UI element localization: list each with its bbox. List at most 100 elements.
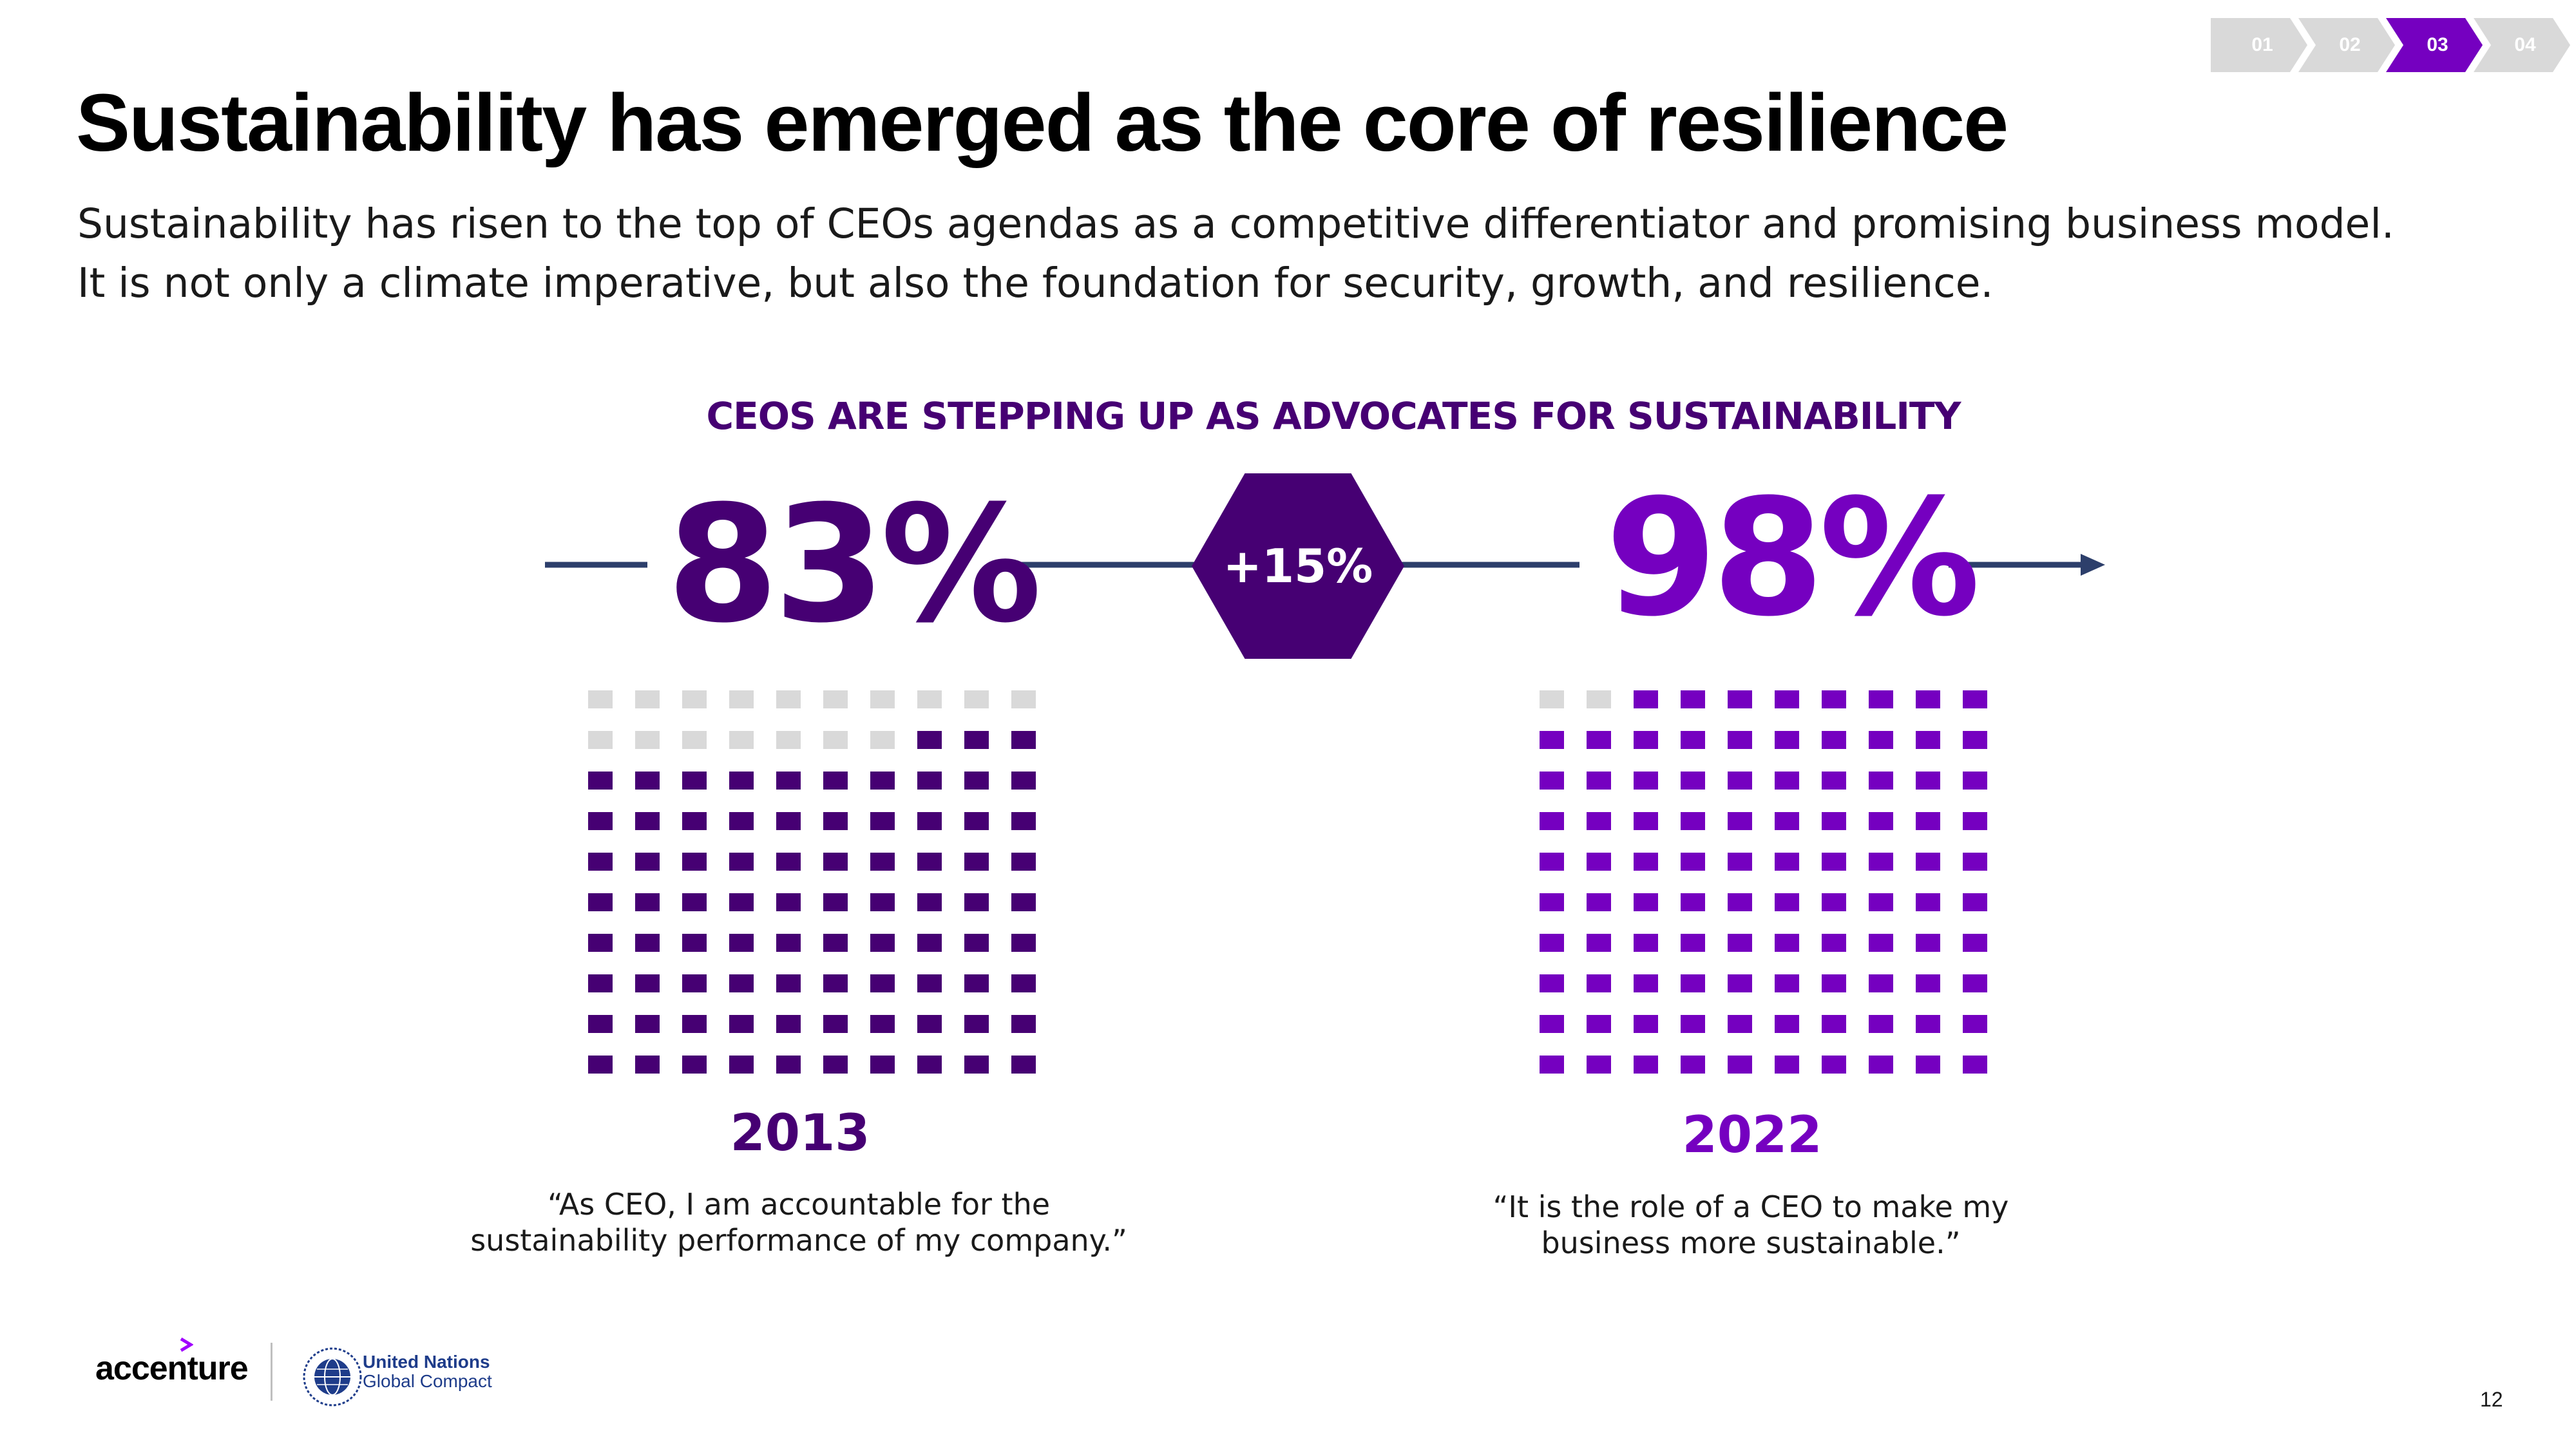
page-number: 12 bbox=[2480, 1388, 2503, 1411]
breadcrumb-step-label: 02 bbox=[2339, 34, 2361, 55]
waffle-cell-filled bbox=[1775, 934, 1799, 952]
waffle-cell-filled bbox=[1822, 731, 1846, 749]
waffle-cell-filled bbox=[823, 812, 848, 830]
waffle-cell-empty bbox=[635, 731, 660, 749]
waffle-cell-filled bbox=[1540, 893, 1564, 911]
waffle-cell-filled bbox=[1963, 934, 1987, 952]
waffle-cell-filled bbox=[635, 853, 660, 871]
waffle-cell-filled bbox=[1963, 772, 1987, 790]
waffle-cell-filled bbox=[917, 772, 942, 790]
quote-line: sustainability performance of my company… bbox=[470, 1223, 1127, 1258]
waffle-cell-filled bbox=[1728, 893, 1752, 911]
waffle-cell-filled bbox=[1540, 974, 1564, 992]
waffle-cell-filled bbox=[1963, 853, 1987, 871]
waffle-cell-filled bbox=[917, 1056, 942, 1074]
waffle-cell-filled bbox=[729, 893, 754, 911]
waffle-cell-filled bbox=[1540, 1056, 1564, 1074]
waffle-cell-filled bbox=[729, 772, 754, 790]
waffle-cell-filled bbox=[588, 934, 613, 952]
waffle-cell-filled bbox=[1587, 974, 1611, 992]
waffle-cell-filled bbox=[1540, 812, 1564, 830]
waffle-cell-empty bbox=[729, 690, 754, 708]
waffle-cell-filled bbox=[964, 934, 989, 952]
waffle-cell-filled bbox=[964, 1015, 989, 1033]
waffle-cell-filled bbox=[823, 1015, 848, 1033]
waffle-cell-filled bbox=[776, 772, 801, 790]
waffle-cell-empty bbox=[776, 690, 801, 708]
waffle-cell-filled bbox=[635, 934, 660, 952]
waffle-cell-filled bbox=[1011, 1015, 1036, 1033]
breadcrumb-step-01[interactable]: 01 bbox=[2211, 18, 2307, 72]
waffle-cell-filled bbox=[1963, 731, 1987, 749]
waffle-cell-filled bbox=[964, 974, 989, 992]
waffle-cell-filled bbox=[870, 934, 895, 952]
waffle-cell-filled bbox=[1963, 812, 1987, 830]
waffle-cell-filled bbox=[1775, 853, 1799, 871]
waffle-cell-filled bbox=[588, 1056, 613, 1074]
waffle-cell-filled bbox=[1634, 812, 1658, 830]
waffle-cell-filled bbox=[1822, 812, 1846, 830]
waffle-cell-filled bbox=[635, 1056, 660, 1074]
waffle-cell-filled bbox=[682, 812, 707, 830]
waffle-cell-filled bbox=[1916, 934, 1940, 952]
waffle-cell-filled bbox=[1869, 731, 1893, 749]
waffle-cell-filled bbox=[1822, 934, 1846, 952]
un-global-compact-logo: United Nations Global Compact bbox=[363, 1352, 492, 1391]
waffle-cell-filled bbox=[1587, 1056, 1611, 1074]
waffle-cell-filled bbox=[1681, 974, 1705, 992]
waffle-cell-filled bbox=[1869, 893, 1893, 911]
waffle-cell-filled bbox=[1011, 772, 1036, 790]
waffle-cell-filled bbox=[729, 1015, 754, 1033]
waffle-cell-filled bbox=[823, 934, 848, 952]
partner-line-2: Global Compact bbox=[363, 1371, 492, 1391]
waffle-cell-filled bbox=[635, 1015, 660, 1033]
waffle-cell-filled bbox=[1634, 934, 1658, 952]
waffle-cell-filled bbox=[1587, 853, 1611, 871]
value-label-2022: 98% bbox=[1605, 464, 1980, 652]
waffle-cell-empty bbox=[776, 731, 801, 749]
subtitle-line-2: It is not only a climate imperative, but… bbox=[77, 260, 1994, 307]
waffle-cell-filled bbox=[1916, 974, 1940, 992]
partner-line-1: United Nations bbox=[363, 1352, 490, 1372]
waffle-cell-filled bbox=[870, 974, 895, 992]
waffle-cell-filled bbox=[682, 893, 707, 911]
section-breadcrumb: 01 02 03 04 bbox=[2211, 18, 2571, 72]
accenture-greater-than-icon bbox=[180, 1337, 193, 1352]
waffle-cell-filled bbox=[1728, 772, 1752, 790]
waffle-cell-filled bbox=[1822, 772, 1846, 790]
waffle-cell-filled bbox=[1587, 934, 1611, 952]
waffle-cell-filled bbox=[917, 812, 942, 830]
waffle-cell-filled bbox=[776, 1015, 801, 1033]
change-label: +15% bbox=[1223, 539, 1373, 593]
waffle-cell-filled bbox=[1540, 772, 1564, 790]
waffle-cell-filled bbox=[729, 853, 754, 871]
quote-2013: “As CEO, I am accountable for the sustai… bbox=[412, 1186, 1185, 1258]
waffle-cell-filled bbox=[682, 1015, 707, 1033]
waffle-cell-filled bbox=[1634, 731, 1658, 749]
waffle-cell-filled bbox=[1540, 731, 1564, 749]
waffle-cell-filled bbox=[635, 812, 660, 830]
waffle-cell-filled bbox=[1011, 893, 1036, 911]
waffle-cell-filled bbox=[1822, 974, 1846, 992]
breadcrumb-step-04[interactable]: 04 bbox=[2474, 18, 2570, 72]
waffle-cell-filled bbox=[917, 853, 942, 871]
waffle-cell-filled bbox=[1963, 893, 1987, 911]
waffle-cell-filled bbox=[1011, 853, 1036, 871]
waffle-cell-filled bbox=[1916, 853, 1940, 871]
waffle-cell-filled bbox=[1822, 893, 1846, 911]
waffle-cell-empty bbox=[1587, 690, 1611, 708]
waffle-cell-empty bbox=[917, 690, 942, 708]
waffle-cell-filled bbox=[1728, 812, 1752, 830]
value-label-2013: 83% bbox=[667, 471, 1042, 658]
waffle-cell-filled bbox=[1587, 731, 1611, 749]
waffle-cell-filled bbox=[917, 934, 942, 952]
page-title: Sustainability has emerged as the core o… bbox=[76, 77, 2008, 168]
waffle-cell-filled bbox=[917, 1015, 942, 1033]
waffle-cell-filled bbox=[635, 893, 660, 911]
waffle-cell-filled bbox=[1011, 731, 1036, 749]
waffle-cell-filled bbox=[776, 853, 801, 871]
waffle-cell-filled bbox=[588, 853, 613, 871]
waffle-cell-filled bbox=[1587, 812, 1611, 830]
waffle-cell-filled bbox=[917, 893, 942, 911]
waffle-cell-filled bbox=[729, 1056, 754, 1074]
